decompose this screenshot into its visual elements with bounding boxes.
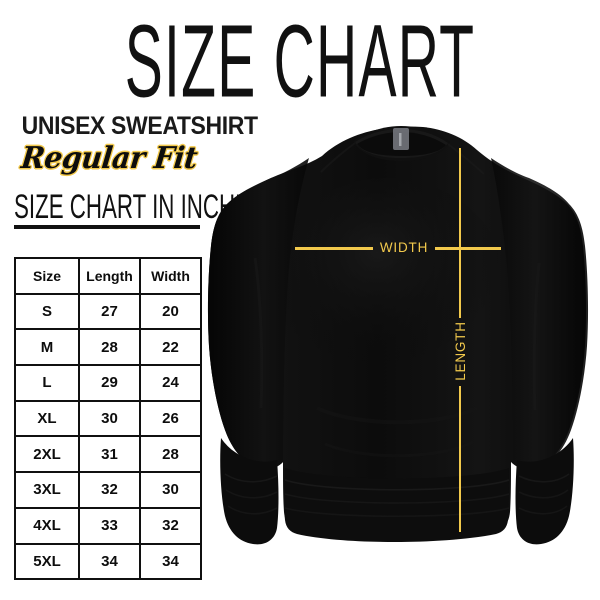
column-header-width: Width: [139, 257, 202, 295]
cell-size: 2XL: [14, 435, 80, 474]
length-guide-line-top: [458, 148, 461, 318]
cell-width: 24: [139, 364, 202, 402]
cell-length: 32: [78, 471, 141, 509]
length-measurement-guide: LENGTH: [451, 148, 469, 532]
table-row: L 29 24: [14, 364, 202, 402]
neck-tag-print: [399, 133, 402, 146]
cell-width: 26: [139, 399, 202, 438]
cell-width: 32: [139, 506, 202, 545]
table-row: 2XL 31 28: [14, 435, 202, 474]
page-title: SIZE CHART: [124, 4, 476, 120]
table-row: S 27 20: [14, 292, 202, 331]
right-sleeve: [491, 158, 589, 470]
cell-length: 29: [78, 364, 141, 402]
cell-width: 20: [139, 292, 202, 331]
cell-size: M: [14, 328, 80, 367]
width-guide-label: WIDTH: [379, 240, 429, 255]
cell-width: 30: [139, 471, 202, 509]
left-sleeve: [207, 158, 309, 470]
cell-size: S: [14, 292, 80, 331]
fold-left-sleeve: [253, 257, 264, 409]
width-guide-line-left: [295, 247, 373, 250]
waistband: [284, 468, 510, 542]
info-column: UNISEX SWEATSHIRT Regular Fit SIZE CHART…: [14, 112, 265, 229]
fit-type-label: Regular Fit: [19, 141, 199, 176]
cell-length: 31: [78, 435, 141, 474]
left-cuff: [220, 438, 279, 545]
table-row: XL 30 26: [14, 399, 202, 438]
size-chart-table: Size Length Width S 27 20 M 28 22 L 29 2…: [14, 257, 202, 581]
units-underline: [14, 225, 200, 229]
fold-right-sleeve: [532, 262, 541, 411]
table-row: M 28 22: [14, 328, 202, 367]
width-measurement-guide: WIDTH: [295, 240, 501, 257]
cell-length: 27: [78, 292, 141, 331]
cell-size: XL: [14, 399, 80, 438]
cell-width: 28: [139, 435, 202, 474]
column-header-size: Size: [14, 257, 80, 295]
product-type-label: UNISEX SWEATSHIRT: [21, 112, 258, 140]
cell-size: 4XL: [14, 506, 80, 545]
cell-length: 28: [78, 328, 141, 367]
cell-width: 22: [139, 328, 202, 367]
chest-highlight: [267, 178, 507, 398]
right-cuff: [515, 438, 574, 545]
table-row: 4XL 33 32: [14, 506, 202, 545]
table-header-row: Size Length Width: [14, 257, 202, 295]
width-guide-line-right: [435, 247, 501, 250]
units-label: SIZE CHART IN INCHES: [14, 187, 265, 226]
left-shoulder-seam: [320, 142, 356, 173]
table-row: 3XL 32 30: [14, 471, 202, 509]
sweatshirt-svg: [207, 126, 589, 545]
cell-size: 3XL: [14, 471, 80, 509]
right-shoulder-seam: [447, 143, 485, 175]
table-row: 5XL 34 34: [14, 542, 202, 581]
column-header-length: Length: [78, 257, 141, 295]
sweatshirt-body: [207, 126, 589, 540]
garment-illustration: [205, 108, 600, 588]
cell-width: 34: [139, 542, 202, 581]
cell-size: 5XL: [14, 542, 80, 581]
length-guide-label: LENGTH: [453, 321, 468, 381]
cell-length: 30: [78, 399, 141, 438]
length-guide-line-bottom: [458, 386, 461, 532]
cell-length: 34: [78, 542, 141, 581]
cell-size: L: [14, 364, 80, 402]
cell-length: 33: [78, 506, 141, 545]
